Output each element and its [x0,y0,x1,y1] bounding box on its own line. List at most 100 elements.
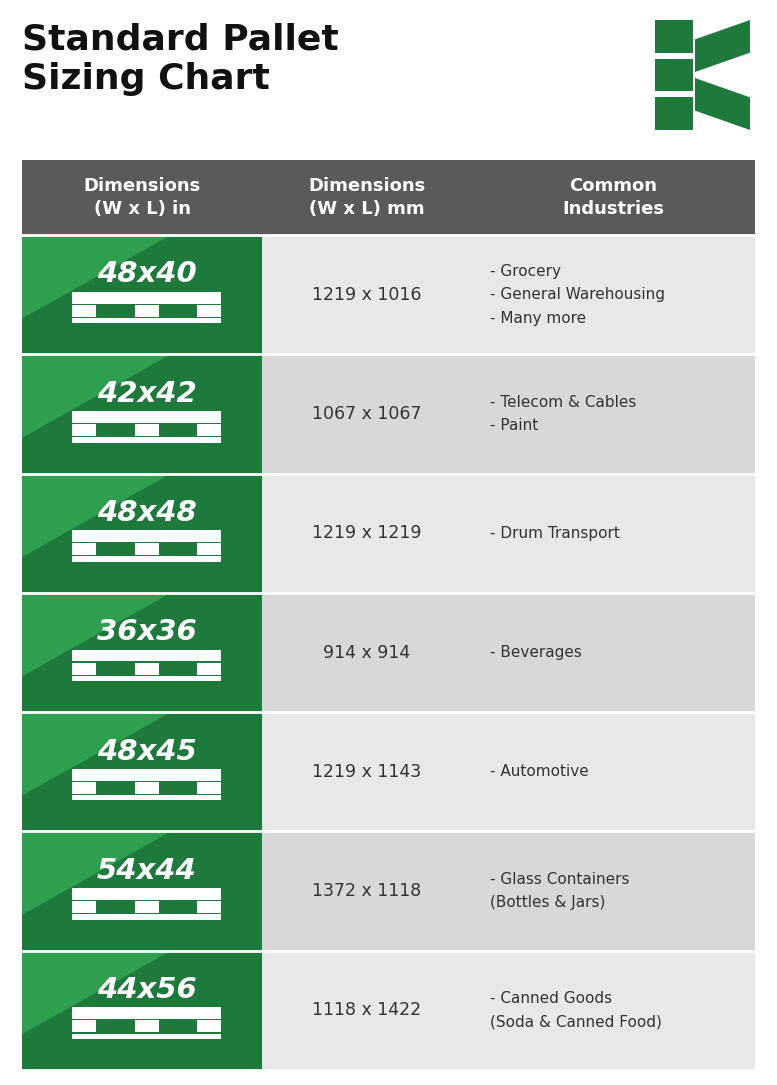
Bar [472,473,755,592]
Polygon shape [22,712,171,795]
Text: 914 x 914: 914 x 914 [323,643,410,662]
Bar [135,782,159,794]
Bar [72,1014,221,1019]
Bar [197,1021,221,1033]
Bar [72,1007,221,1014]
Bar [135,305,159,317]
Bar [262,950,472,1070]
Bar [72,298,221,304]
Polygon shape [22,831,171,915]
Bar [472,235,755,355]
Polygon shape [22,473,171,557]
Bar [72,411,221,418]
Bar [22,235,262,355]
Polygon shape [22,712,262,831]
Text: - Grocery
- General Warehousing
- Many more: - Grocery - General Warehousing - Many m… [490,264,665,325]
Text: 48x45: 48x45 [97,738,197,766]
Bar [197,902,221,914]
Bar [135,1021,159,1033]
Bar [72,902,96,914]
Bar [72,424,96,436]
Polygon shape [22,355,171,437]
Bar [472,592,755,712]
Bar [22,355,262,473]
Bar [197,782,221,794]
Polygon shape [22,592,262,712]
Bar [262,712,472,831]
Bar [197,663,221,675]
Bar [135,544,159,556]
Text: 44x56: 44x56 [97,976,197,1004]
Bar [262,235,472,355]
Bar [72,1034,221,1039]
Bar [135,902,159,914]
Bar [72,915,221,920]
Polygon shape [22,235,171,319]
Text: 1219 x 1219: 1219 x 1219 [312,524,422,542]
Text: Common
Industries: Common Industries [563,178,664,218]
Polygon shape [695,78,750,130]
Bar [72,1021,96,1033]
Text: 1372 x 1118: 1372 x 1118 [312,882,422,901]
Polygon shape [22,592,171,676]
Polygon shape [22,831,262,950]
Text: Dimensions
(W x L) in: Dimensions (W x L) in [83,178,200,218]
Bar [72,776,221,781]
Bar [22,831,262,950]
Text: 1219 x 1143: 1219 x 1143 [312,763,422,781]
Bar [72,895,221,901]
Text: - Beverages: - Beverages [490,644,582,660]
Bar [262,159,472,235]
Polygon shape [695,20,750,72]
Polygon shape [22,235,262,355]
Bar [72,544,96,556]
Text: 48x40: 48x40 [97,260,197,289]
Bar [22,950,262,1070]
Bar [22,592,262,712]
Bar [197,305,221,317]
Bar [655,59,693,91]
Polygon shape [22,473,262,592]
Bar [72,889,221,895]
Text: - Glass Containers
(Bottles & Jars): - Glass Containers (Bottles & Jars) [490,872,629,910]
Bar [655,98,693,130]
Bar [72,650,221,656]
Bar [262,355,472,473]
Bar [22,159,262,235]
Bar [135,424,159,436]
Polygon shape [22,950,262,1070]
Bar [472,712,755,831]
Bar [197,424,221,436]
Bar [197,544,221,556]
Bar [472,950,755,1070]
Bar [22,712,262,831]
Polygon shape [22,950,171,1034]
Bar [72,418,221,423]
Text: 54x44: 54x44 [97,857,197,884]
Bar [72,292,221,298]
Bar [262,592,472,712]
Bar [72,656,221,662]
Bar [22,473,262,592]
Text: - Telecom & Cables
- Paint: - Telecom & Cables - Paint [490,395,636,433]
Bar [262,473,472,592]
Text: 1067 x 1067: 1067 x 1067 [312,405,422,423]
Text: - Drum Transport: - Drum Transport [490,526,620,540]
Bar [72,437,221,443]
Text: 1118 x 1422: 1118 x 1422 [312,1001,422,1019]
Text: Standard Pallet
Sizing Chart: Standard Pallet Sizing Chart [22,23,339,97]
Bar [472,355,755,473]
Bar [72,782,96,794]
Bar [472,831,755,950]
Bar [72,676,221,681]
Bar [72,305,96,317]
Bar [72,318,221,323]
Bar [262,831,472,950]
Bar [472,159,755,235]
Text: Dimensions
(W x L) mm: Dimensions (W x L) mm [308,178,426,218]
Bar [655,20,693,53]
Bar [72,531,221,537]
Polygon shape [22,355,262,473]
Bar [72,557,221,562]
Bar [72,795,221,801]
